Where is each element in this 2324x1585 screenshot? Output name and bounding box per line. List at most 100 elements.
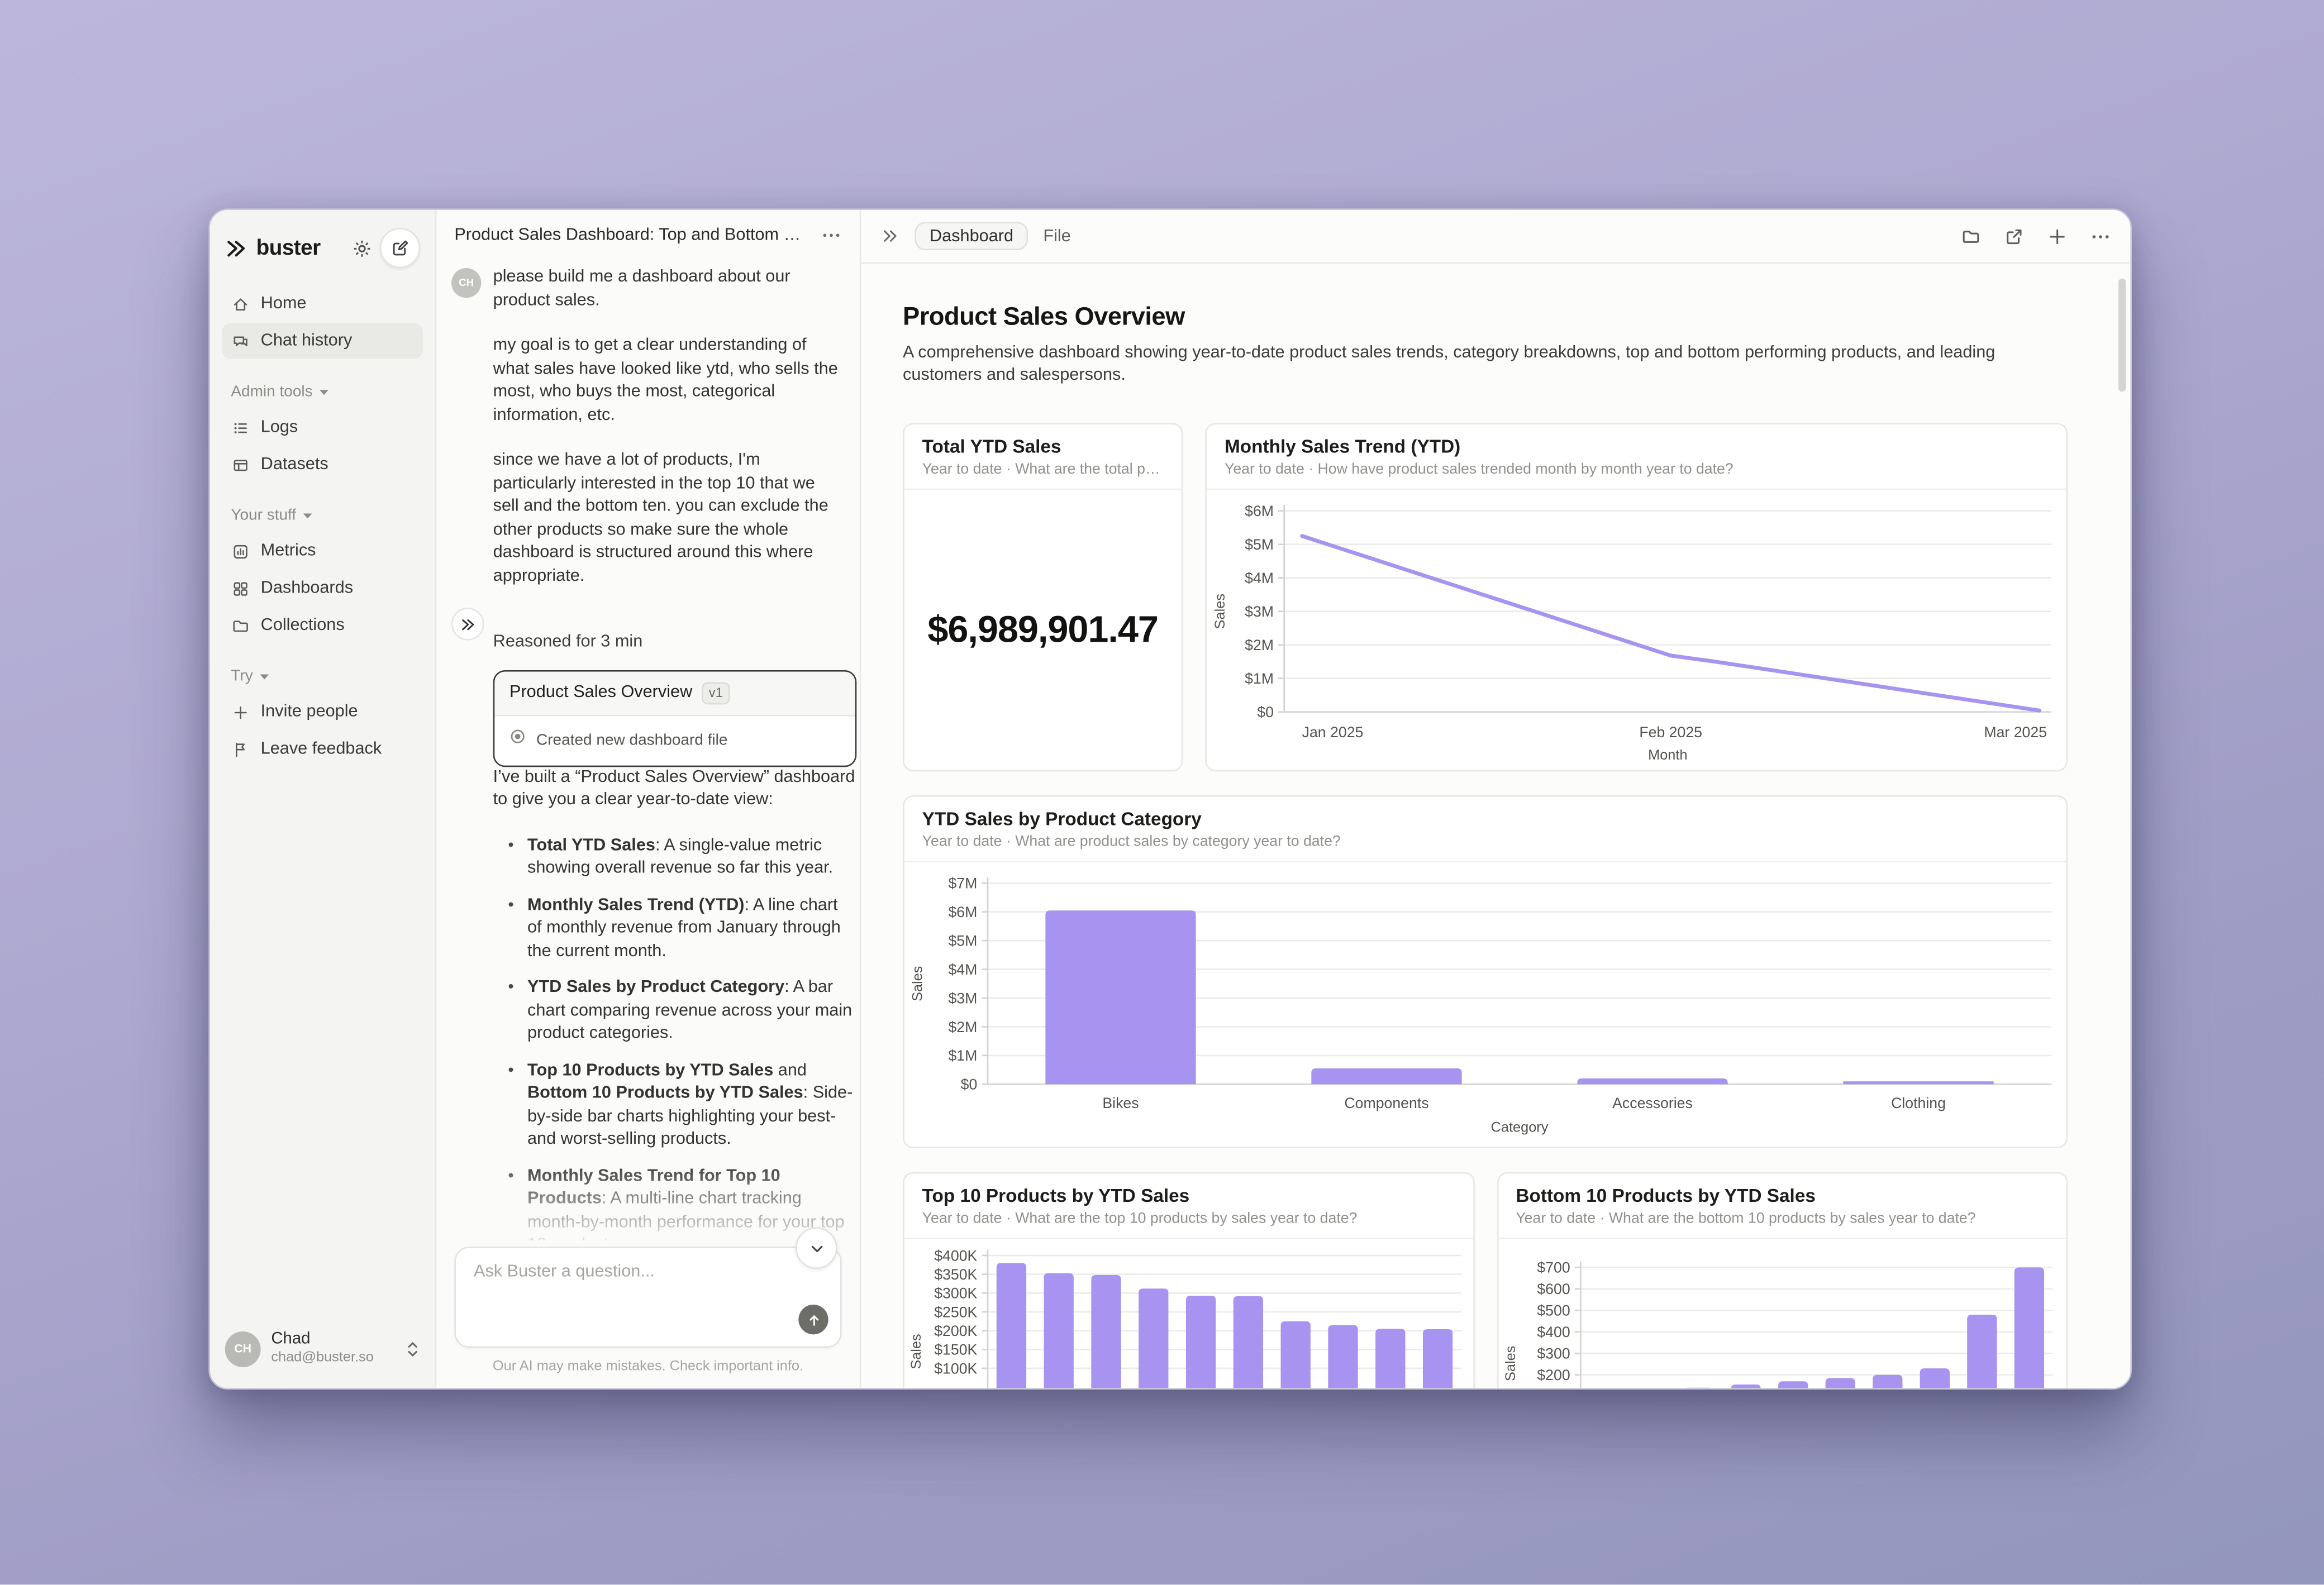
dashboard-artifact-card[interactable]: Product Sales Overview v1 Created new da… [493,669,856,766]
card-subtitle: Year to date · What are the total produc… [922,461,1164,478]
feature-list-item: Monthly Sales Trend for Top 10 Products:… [508,1166,856,1241]
svg-text:$100K: $100K [934,1360,977,1377]
sidebar-item-label: Invite people [260,703,358,721]
svg-text:$5M: $5M [1245,536,1274,553]
svg-text:$4M: $4M [1245,570,1274,586]
sidebar-item-label: Collections [260,617,345,634]
user-message: CH please build me a dashboard about our… [451,266,839,610]
sidebar-item-invite-people[interactable]: Invite people [222,694,423,730]
feature-list-item: Monthly Sales Trend (YTD): A line chart … [508,894,856,963]
chat-menu-ellipsis-icon[interactable] [821,231,841,240]
svg-text:Mar 2025: Mar 2025 [1984,724,2047,741]
sidebar-item-label: Dashboards [260,579,354,598]
scroll-to-bottom-button[interactable] [796,1227,837,1269]
card-title: Total YTD Sales [922,436,1061,457]
dashboard-panel: Dashboard File [861,210,2131,1388]
chat-history-icon [231,331,250,351]
chart-card-ytd-sales-by-category[interactable]: YTD Sales by Product Category Year to da… [903,795,2068,1148]
more-ellipsis-icon[interactable] [2090,232,2111,241]
dashboard-tabbar: Dashboard File [861,210,2131,264]
home-icon [231,294,250,314]
card-title: Bottom 10 Products by YTD Sales [1516,1185,1816,1206]
svg-text:$6M: $6M [948,904,977,920]
sidebar-item-home[interactable]: Home [222,286,423,322]
dashboard-scroll-area[interactable]: Product Sales Overview A comprehensive d… [861,264,2130,1388]
sidebar-item-label: Leave feedback [260,740,382,758]
tab-dashboard[interactable]: Dashboard [915,222,1028,250]
sidebar-nav-sections: Admin tools Logs Datasets Your stuff Metrics… [222,359,423,767]
ai-disclaimer: Our AI may make mistakes. Check importan… [492,1358,804,1375]
chart-card-monthly-sales-trend[interactable]: Monthly Sales Trend (YTD) Year to date ·… [1205,423,2068,772]
brand-name: buster [256,236,321,260]
artifact-version-badge: v1 [701,681,731,704]
section-label-your-stuff[interactable]: Your stuff [231,507,414,524]
svg-text:Feb 2025: Feb 2025 [1639,724,1702,741]
artifact-title: Product Sales Overview [509,682,693,701]
new-chat-button[interactable] [380,228,420,268]
chat-message-list[interactable]: CH please build me a dashboard about our… [436,261,859,1240]
sidebar-item-collections[interactable]: Collections [222,608,423,643]
buster-app-window: buster Home Chat history Admin tools Logs D… [208,208,2132,1390]
add-icon[interactable] [2047,226,2068,246]
svg-text:$300K: $300K [934,1285,977,1302]
feature-list-item: YTD Sales by Product Category: A bar cha… [508,977,856,1046]
sidebar-item-leave-feedback[interactable]: Leave feedback [222,731,423,767]
user-message-avatar: CH [451,268,482,298]
share-icon[interactable] [2004,226,2025,246]
svg-text:Sales: Sales [910,966,926,1001]
svg-text:$300: $300 [1536,1345,1569,1362]
dashboard-feature-list: Total YTD Sales: A single-value metric s… [493,835,856,1241]
svg-text:Jan 2025: Jan 2025 [1302,724,1364,741]
svg-text:$600: $600 [1536,1281,1569,1297]
card-title: Monthly Sales Trend (YTD) [1225,436,1461,457]
svg-text:$3M: $3M [1245,603,1274,620]
section-label-try[interactable]: Try [231,667,414,685]
top10-products-bar-chart: $100K $150K $200K $250K $300K $350K $400K Sales [908,1247,1462,1388]
sidebar-item-metrics[interactable]: Metrics [222,533,423,569]
datasets-icon [231,455,250,475]
svg-text:Sales: Sales [1212,594,1228,629]
svg-text:Clothing: Clothing [1891,1095,1946,1111]
sidebar-item-label: Chat history [260,332,353,350]
sidebar-item-label: Logs [260,418,298,437]
folder-icon[interactable] [1960,226,1981,246]
metric-card-total-ytd-sales[interactable]: Total YTD Sales Year to date · What are … [903,423,1183,772]
buster-bot-avatar-icon [451,608,484,641]
svg-text:$2M: $2M [948,1019,977,1035]
chat-input[interactable]: Ask Buster a question... [454,1247,842,1348]
artifact-status: Created new dashboard file [536,731,728,748]
send-button[interactable] [798,1305,828,1335]
scrollbar-thumb[interactable] [2118,278,2126,392]
svg-text:$350K: $350K [934,1266,977,1283]
card-title: Top 10 Products by YTD Sales [922,1185,1190,1206]
svg-text:$500: $500 [1536,1302,1569,1319]
chat-panel: Product Sales Dashboard: Top and Bottom … [436,210,861,1388]
sidebar-item-logs[interactable]: Logs [222,409,423,445]
sidebar-item-chat-history[interactable]: Chat history [222,323,423,359]
svg-text:Month: Month [1648,747,1687,763]
card-subtitle: Year to date · What are product sales by… [922,834,1341,851]
chart-card-bottom10-products[interactable]: Bottom 10 Products by YTD Sales Year to … [1496,1172,2068,1388]
assistant-message: Reasoned for 3 min Product Sales Overvie… [451,608,856,1240]
section-label-admin-tools[interactable]: Admin tools [231,383,414,400]
sidebar-item-datasets[interactable]: Datasets [222,447,423,483]
collapse-panel-icon[interactable] [880,226,900,246]
sidebar-nav-main: Home Chat history [222,286,423,359]
card-subtitle: Year to date · What are the bottom 10 pr… [1516,1211,1976,1228]
dashboard-title: Product Sales Overview [903,302,1185,331]
chart-card-top10-products[interactable]: Top 10 Products by YTD Sales Year to dat… [903,1172,1474,1388]
svg-text:$250K: $250K [934,1304,977,1320]
dashboards-icon [231,579,250,598]
buster-logo-icon [225,236,249,260]
sidebar-item-dashboards[interactable]: Dashboards [222,570,423,606]
svg-text:$6M: $6M [1245,503,1274,519]
user-avatar: CH [225,1330,261,1367]
radio-selected-icon [509,728,526,753]
bottom10-products-bar-chart: $200 $300 $400 $500 $600 $700 Sales [1502,1259,2052,1388]
settings-gear-icon[interactable] [351,237,372,258]
user-account-button[interactable]: CH Chad chad@buster.so [222,1327,423,1370]
reasoned-label[interactable]: Reasoned for 3 min [493,633,643,651]
tab-file[interactable]: File [1043,227,1071,245]
svg-text:$1M: $1M [1245,670,1274,687]
